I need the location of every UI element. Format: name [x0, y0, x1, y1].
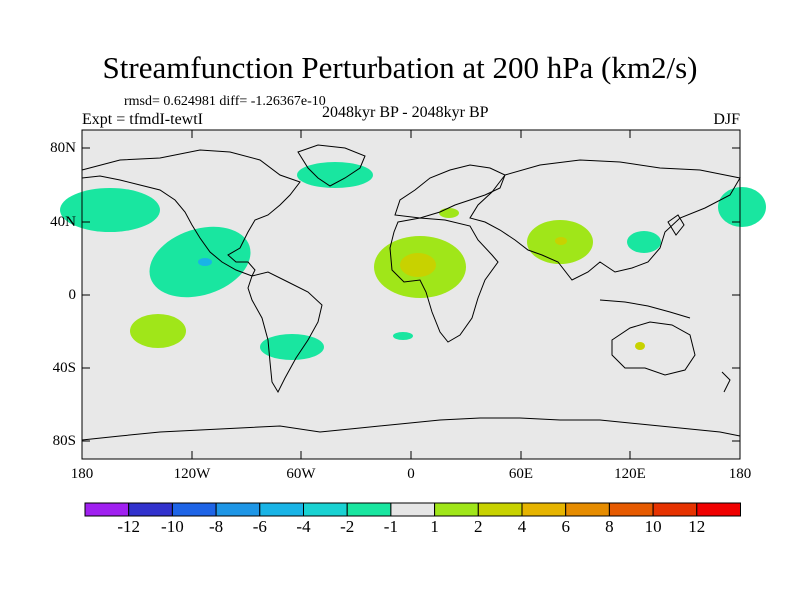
lon-label-180w: 180	[70, 466, 94, 482]
colorbar-label: -1	[383, 517, 398, 536]
colorbar-box	[434, 502, 479, 517]
stats-line: rmsd= 0.624981 diff= -1.26367e-10	[124, 94, 326, 109]
coast-antarctica	[81, 417, 741, 441]
colorbar-box	[608, 502, 654, 517]
colorbar-label: 1	[430, 517, 439, 536]
colorbar-label: -2	[340, 517, 355, 536]
coast-japan	[667, 214, 685, 236]
anomaly-neg-east-pacific-core	[198, 258, 212, 266]
coastlines	[81, 144, 741, 441]
anomaly-neg-far-east	[718, 187, 766, 227]
colorbar-box	[565, 502, 610, 517]
colorbar-box	[84, 502, 130, 517]
experiment-label: Expt = tfmdI-tewtI	[82, 111, 203, 128]
lat-label-40s: 40S	[52, 360, 76, 376]
coast-asia	[469, 159, 741, 281]
colorbar-label: -4	[296, 517, 311, 536]
lon-label-120e: 120E	[614, 466, 646, 482]
anomaly-pos-south-asia-core	[555, 237, 567, 245]
anomaly-pos-africa-core	[400, 253, 436, 277]
anomaly-neg-north-pacific	[60, 188, 160, 232]
coast-north-america	[81, 149, 301, 277]
colorbar-box	[696, 502, 741, 517]
anomaly-neg-atlantic-small	[393, 332, 413, 340]
colorbar-box	[346, 502, 392, 517]
coast-australia	[611, 321, 696, 376]
lat-label-80n: 80N	[50, 140, 76, 156]
colorbar-label: 8	[605, 517, 614, 536]
anomaly-fills	[60, 162, 766, 360]
anomaly-pos-mediterranean	[439, 208, 459, 218]
lon-label-60w: 60W	[286, 466, 316, 482]
lat-label-80s: 80S	[52, 433, 76, 449]
colorbar-label: -8	[209, 517, 224, 536]
colorbar-box	[259, 502, 304, 517]
colorbar	[84, 502, 741, 517]
period-label: 2048kyr BP - 2048kyr BP	[322, 104, 489, 121]
coast-africa	[389, 217, 499, 343]
colorbar-label: 12	[688, 517, 706, 536]
coast-greenland	[297, 144, 366, 187]
season-label: DJF	[713, 111, 740, 128]
colorbar-label: 2	[474, 517, 483, 536]
colorbar-label: -6	[252, 517, 267, 536]
colorbar-box	[477, 502, 523, 517]
coast-indonesia	[599, 299, 691, 319]
colorbar-label: 6	[561, 517, 570, 536]
lat-label-0: 0	[68, 287, 77, 303]
lon-label-0: 0	[407, 466, 415, 482]
lon-label-60e: 60E	[508, 466, 534, 482]
colorbar-box	[171, 502, 217, 517]
colorbar-box	[390, 502, 436, 517]
colorbar-label: -10	[161, 517, 184, 536]
anomaly-pos-australia	[635, 342, 645, 350]
coast-new-zealand	[721, 371, 731, 393]
anomaly-neg-east-asia	[627, 231, 661, 253]
colorbar-box	[303, 502, 348, 517]
map-title: Streamfunction Perturbation at 200 hPa (…	[102, 50, 698, 85]
lat-label-40n: 40N	[50, 214, 76, 230]
axis-ticks	[81, 130, 741, 459]
colorbar-label: 10	[644, 517, 662, 536]
anomaly-neg-greenland	[297, 162, 373, 188]
coast-south-america	[247, 271, 323, 394]
lon-label-180e: 180	[728, 466, 752, 482]
colorbar-label: 4	[517, 517, 527, 536]
colorbar-box	[215, 502, 261, 517]
lon-label-120w: 120W	[173, 466, 211, 482]
colorbar-box	[521, 502, 567, 517]
colorbar-box	[652, 502, 698, 517]
colorbar-label: -12	[117, 517, 141, 536]
colorbar-box	[128, 502, 173, 517]
anomaly-pos-south-pacific	[130, 314, 186, 348]
